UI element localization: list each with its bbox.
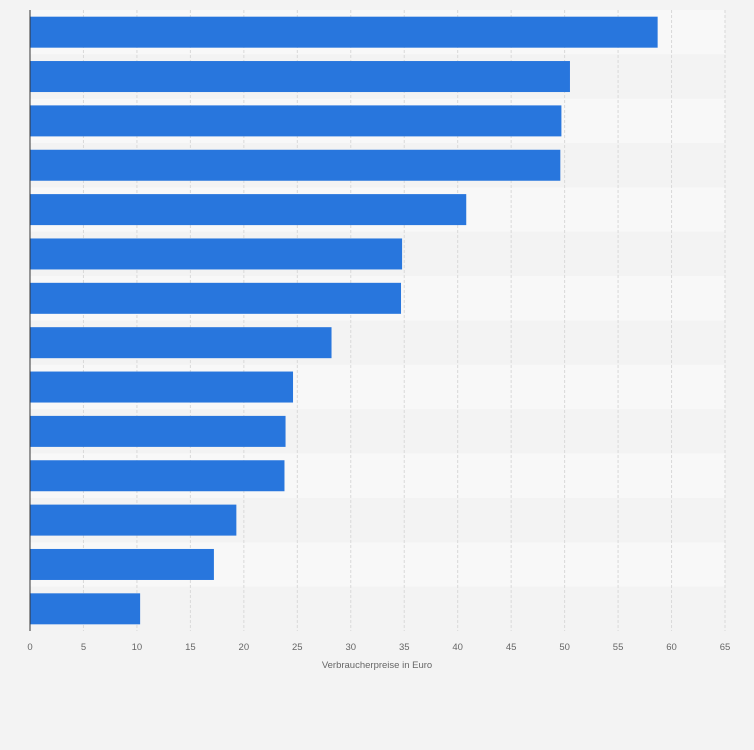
row-band — [30, 586, 725, 631]
x-tick-label: 0 — [27, 642, 32, 653]
bar[interactable] — [30, 593, 141, 625]
x-tick-label: 25 — [292, 642, 303, 653]
x-tick-label: 50 — [559, 642, 570, 653]
x-tick-label: 15 — [185, 642, 196, 653]
x-tick-label: 5 — [81, 642, 86, 653]
bar[interactable] — [30, 105, 562, 137]
x-tick-label: 45 — [506, 642, 517, 653]
bar[interactable] — [30, 16, 658, 48]
x-tick-label: 10 — [132, 642, 143, 653]
row-bands — [30, 10, 725, 631]
x-axis-label: Verbraucherpreise in Euro — [322, 660, 432, 671]
x-tick-label: 40 — [452, 642, 463, 653]
bar[interactable] — [30, 194, 467, 226]
x-tick-label: 35 — [399, 642, 410, 653]
bar[interactable] — [30, 61, 570, 93]
gridlines — [82, 10, 726, 631]
bar[interactable] — [30, 548, 214, 580]
bar[interactable] — [30, 327, 332, 359]
bar[interactable] — [30, 238, 403, 270]
x-tick-label: 60 — [666, 642, 677, 653]
x-tick-label: 20 — [239, 642, 250, 653]
x-tick-label: 65 — [720, 642, 731, 653]
bar[interactable] — [30, 149, 561, 181]
bar[interactable] — [30, 460, 285, 492]
bar[interactable] — [30, 282, 402, 314]
bars — [30, 16, 658, 625]
x-tick-labels: 0 5 10 15 20 25 30 35 40 45 50 55 60 65 — [27, 642, 730, 653]
x-tick-label: 30 — [345, 642, 356, 653]
bar[interactable] — [30, 504, 237, 536]
bar[interactable] — [30, 415, 286, 447]
bar[interactable] — [30, 371, 294, 403]
x-tick-label: 55 — [613, 642, 624, 653]
